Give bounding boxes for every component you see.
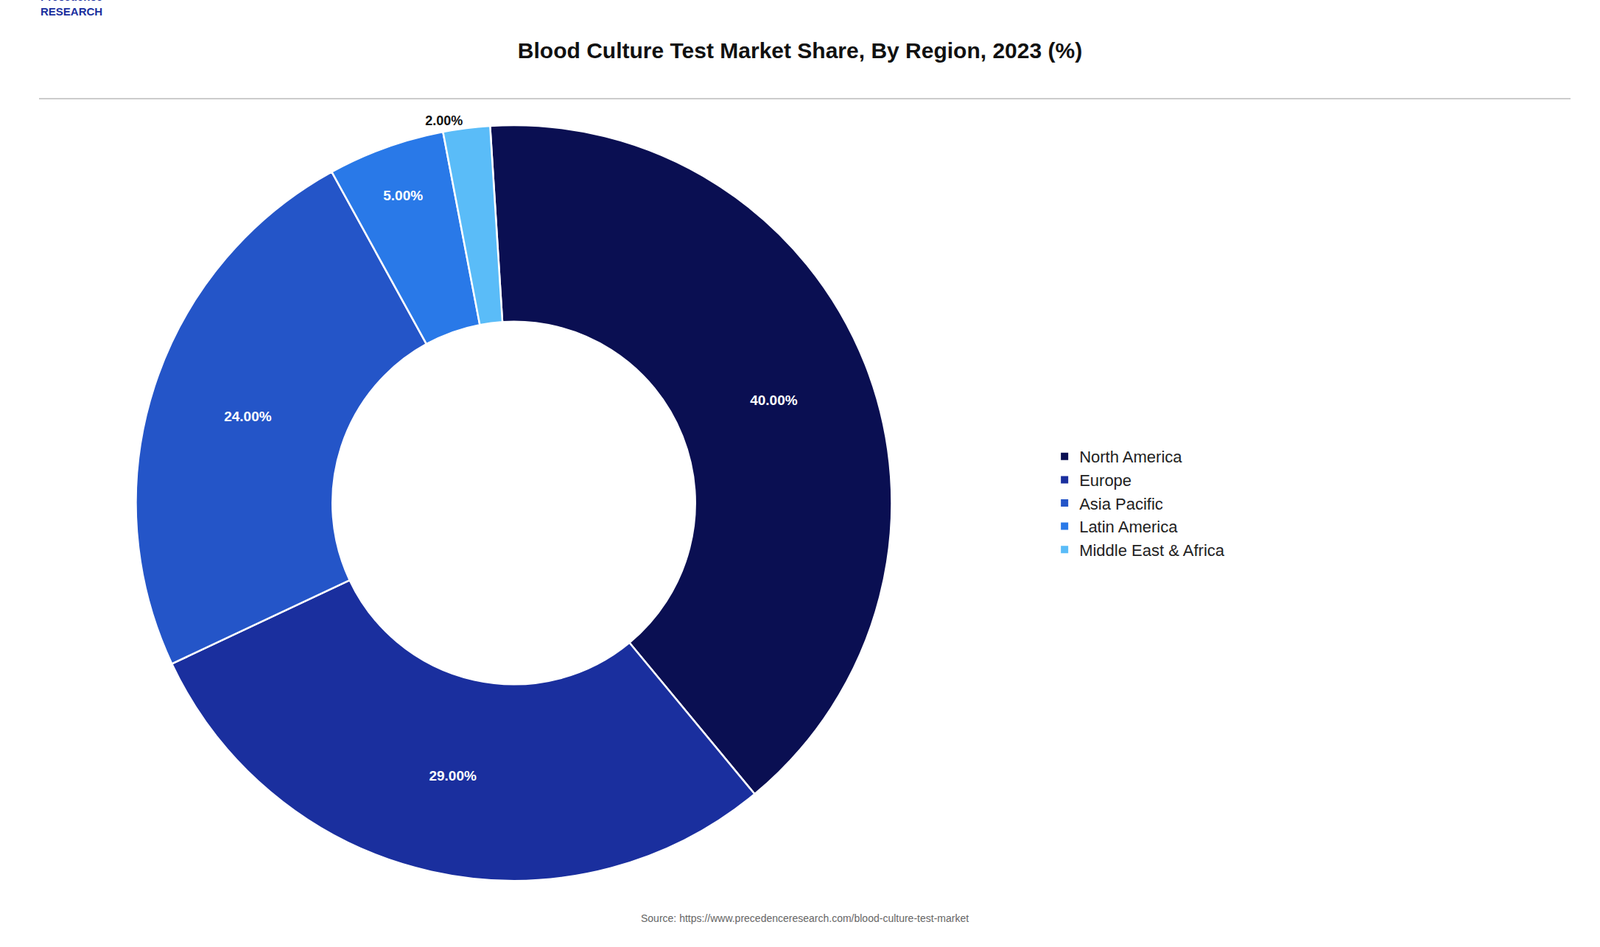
svg-text:Blood Culture Test Market Shar: Blood Culture Test Market Share, By Regi… (517, 38, 1083, 63)
svg-text:5.00%: 5.00% (383, 187, 423, 204)
svg-text:Middle East & Africa: Middle East & Africa (1079, 541, 1226, 560)
svg-text:2.00%: 2.00% (425, 113, 463, 129)
svg-text:29.00%: 29.00% (428, 768, 477, 784)
svg-text:PrecedenceRESEARCH: PrecedenceRESEARCH (40, 0, 103, 18)
svg-text:Asia Pacific: Asia Pacific (1079, 495, 1164, 514)
svg-text:Latin America: Latin America (1079, 517, 1178, 537)
svg-text:24.00%: 24.00% (223, 408, 272, 425)
svg-text:Europe: Europe (1079, 471, 1132, 490)
svg-text:40.00%: 40.00% (749, 392, 798, 409)
svg-text:North America: North America (1079, 447, 1183, 467)
svg-text:Source: https://www.precedence: Source: https://www.precedenceresearch.c… (640, 912, 969, 925)
